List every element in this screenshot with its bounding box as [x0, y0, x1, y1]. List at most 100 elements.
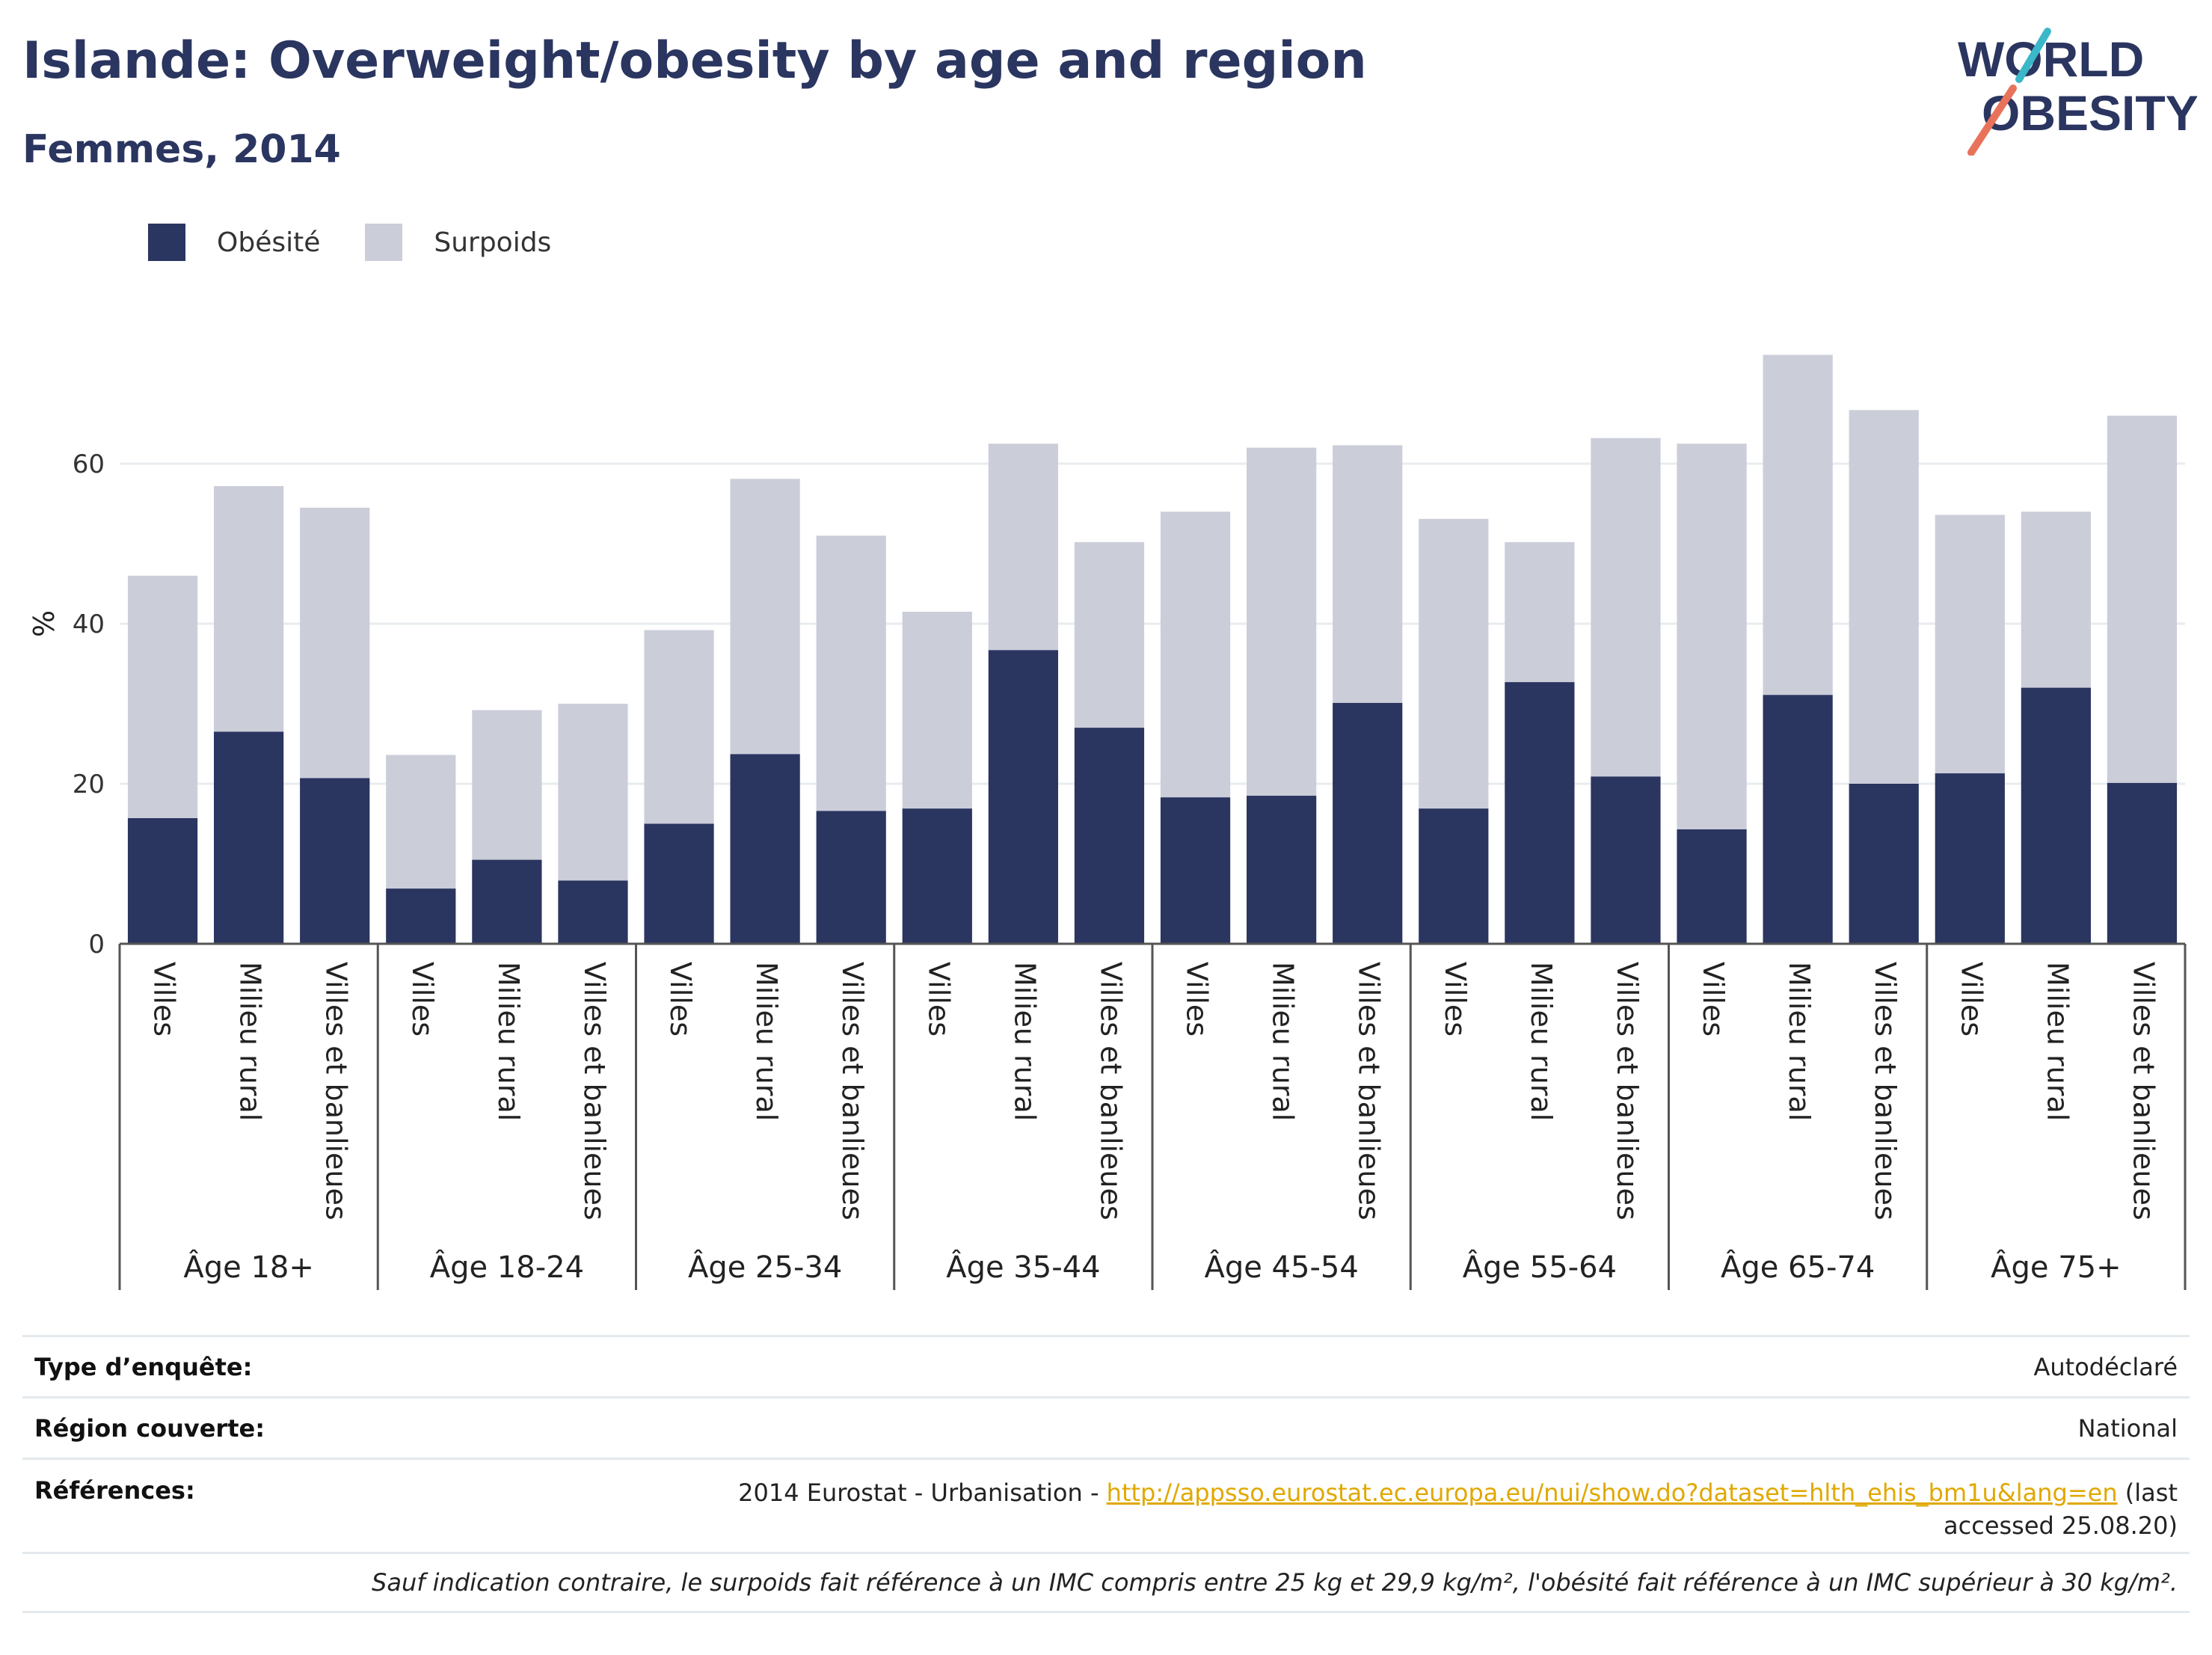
x-subcategory-label: Milieu rural [1783, 962, 1816, 1121]
references-label: Références: [34, 1476, 195, 1505]
bar-obesite [558, 880, 628, 944]
legend-item-surpoids: Surpoids [365, 224, 551, 261]
bar-obesite [1074, 728, 1145, 944]
references-suffix: (last accessed 25.08.20) [1944, 1479, 2178, 1540]
x-subcategory-label: Milieu rural [1525, 962, 1558, 1121]
bar-surpoids [1505, 541, 1575, 683]
legend-label-obesite: Obésité [217, 227, 321, 258]
x-subcategory-label: Villes et banlieues [320, 962, 353, 1220]
logo-line1: WORLD [1958, 31, 2144, 87]
bar-obesite [1333, 702, 1403, 944]
x-subcategory-label: Villes [148, 962, 181, 1037]
bar-surpoids [1591, 437, 1661, 777]
bar-obesite [730, 754, 800, 944]
bar-obesite [1160, 797, 1231, 944]
info-table: Type d’enquête: Autodéclaré Région couve… [22, 1335, 2190, 1613]
x-group-label: Âge 65-74 [1721, 1249, 1875, 1285]
x-group-label: Âge 35-44 [946, 1249, 1100, 1285]
x-subcategory-label: Villes [664, 962, 697, 1037]
bar-surpoids [988, 443, 1058, 651]
bar-obesite [1419, 808, 1489, 944]
bar-surpoids [1333, 445, 1403, 703]
bar-surpoids [730, 479, 800, 755]
bar-obesite [1677, 829, 1747, 944]
x-subcategory-label: Milieu rural [492, 962, 525, 1121]
bar-surpoids [214, 485, 284, 732]
x-subcategory-label: Villes [1955, 962, 1988, 1037]
bar-obesite [214, 731, 284, 944]
bar-surpoids [386, 755, 456, 889]
legend-swatch-obesite [148, 224, 185, 261]
bar-obesite [300, 778, 370, 944]
x-subcategory-label: Villes et banlieues [836, 962, 869, 1220]
bar-obesite [1763, 695, 1833, 944]
x-group-label: Âge 75+ [1991, 1249, 2122, 1285]
bar-surpoids [1247, 447, 1317, 796]
bar-surpoids [2107, 415, 2178, 783]
bar-obesite [127, 818, 198, 944]
bar-surpoids [1935, 515, 2005, 774]
bar-surpoids [1074, 541, 1145, 728]
bar-obesite [2107, 782, 2178, 944]
x-subcategory-label: Villes et banlieues [1094, 962, 1127, 1220]
legend-label-surpoids: Surpoids [434, 227, 552, 258]
logo-slash-red [1967, 85, 2017, 156]
bar-obesite [1849, 784, 1919, 944]
x-subcategory-label: Villes [406, 962, 439, 1037]
references-prefix: 2014 Eurostat - Urbanisation - [738, 1479, 1107, 1507]
bar-obesite [1247, 796, 1317, 944]
x-subcategory-label: Villes et banlieues [2127, 962, 2160, 1220]
bar-surpoids [1849, 410, 1919, 784]
bar-obesite [2021, 687, 2091, 944]
x-subcategory-label: Milieu rural [234, 962, 267, 1121]
bar-obesite [902, 808, 972, 944]
x-subcategory-label: Milieu rural [2041, 962, 2074, 1121]
x-group-label: Âge 45-54 [1204, 1249, 1358, 1285]
x-subcategory-label: Villes [1181, 962, 1214, 1037]
bar-surpoids [558, 704, 628, 881]
references-link[interactable]: http://appsso.eurostat.ec.europa.eu/nui/… [1106, 1479, 2118, 1507]
chart-title: Islande: Overweight/obesity by age and r… [22, 31, 1367, 90]
bar-obesite [988, 650, 1058, 944]
x-subcategory-label: Villes et banlieues [578, 962, 611, 1220]
bar-surpoids [300, 507, 370, 779]
definition-note: Sauf indication contraire, le surpoids f… [372, 1568, 2178, 1597]
info-row-note: Sauf indication contraire, le surpoids f… [22, 1552, 2190, 1613]
bar-surpoids [644, 630, 714, 824]
y-axis-label: % [28, 610, 61, 637]
references-value: 2014 Eurostat - Urbanisation - http://ap… [652, 1476, 2178, 1542]
x-subcategory-label: Villes et banlieues [1869, 962, 1902, 1220]
legend-swatch-surpoids [365, 224, 403, 261]
info-row-survey-type: Type d’enquête: Autodéclaré [22, 1335, 2190, 1396]
bar-obesite [644, 823, 714, 944]
survey-type-value: Autodéclaré [2033, 1352, 2178, 1381]
logo-slash-teal [2015, 28, 2051, 83]
x-group-label: Âge 18+ [183, 1249, 314, 1285]
y-tick-label: 40 [73, 610, 105, 639]
logo-line2: OBESITY [1982, 85, 2199, 141]
legend-item-obesite: Obésité [148, 224, 320, 261]
x-subcategory-label: Milieu rural [750, 962, 783, 1121]
info-row-region: Région couverte: National [22, 1396, 2190, 1458]
bar-surpoids [1677, 443, 1747, 829]
x-subcategory-label: Milieu rural [1267, 962, 1300, 1121]
bar-surpoids [472, 710, 542, 860]
x-group-label: Âge 55-64 [1463, 1249, 1617, 1285]
x-subcategory-label: Milieu rural [1008, 962, 1041, 1121]
region-value: National [2077, 1413, 2178, 1443]
info-row-references: Références: 2014 Eurostat - Urbanisation… [22, 1458, 2190, 1552]
x-subcategory-label: Villes et banlieues [1611, 962, 1644, 1220]
x-group-label: Âge 18-24 [430, 1249, 584, 1285]
x-subcategory-label: Villes [1697, 962, 1730, 1037]
bar-surpoids [1160, 512, 1231, 798]
bar-surpoids [816, 535, 886, 811]
bar-obesite [386, 888, 456, 944]
chart-legend: Obésité Surpoids [148, 221, 596, 263]
y-tick-label: 60 [73, 449, 105, 479]
x-subcategory-label: Villes [1439, 962, 1472, 1037]
world-obesity-logo: WORLD OBESITY [1958, 28, 2199, 156]
bar-obesite [472, 859, 542, 944]
bar-obesite [1935, 773, 2005, 944]
region-label: Région couverte: [34, 1413, 265, 1443]
survey-type-label: Type d’enquête: [34, 1352, 253, 1381]
